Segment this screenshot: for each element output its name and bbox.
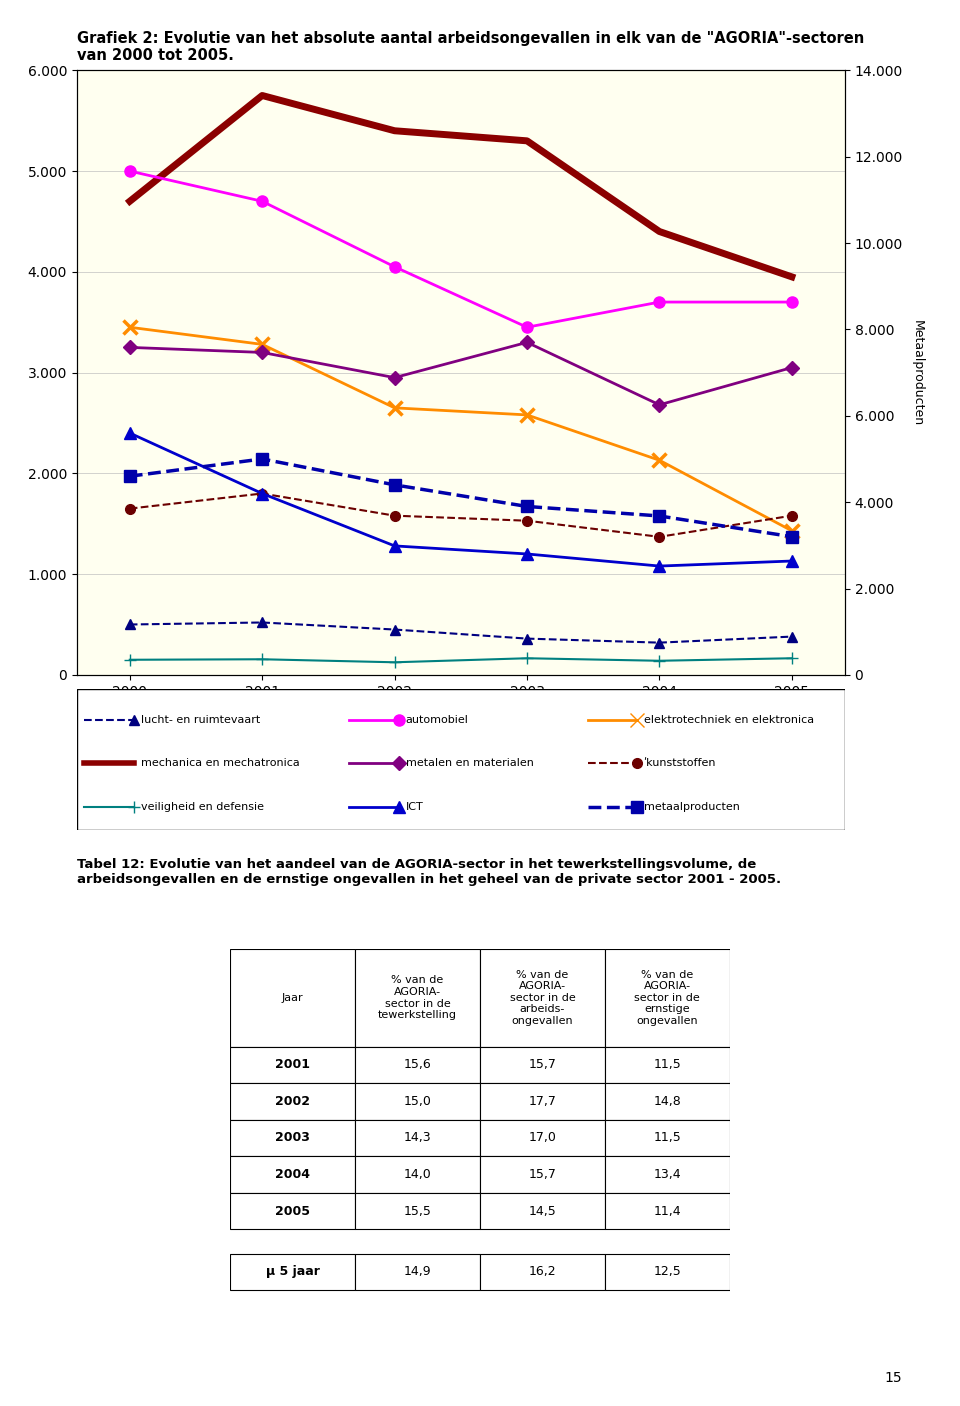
- Text: 2004: 2004: [276, 1168, 310, 1181]
- Bar: [480, 1192, 605, 1229]
- Bar: [605, 949, 730, 1046]
- Bar: [230, 1046, 355, 1083]
- Text: 15,7: 15,7: [528, 1168, 557, 1181]
- Text: 15,6: 15,6: [404, 1059, 431, 1071]
- Text: 13,4: 13,4: [654, 1168, 681, 1181]
- Text: 2001: 2001: [276, 1059, 310, 1071]
- Text: 2003: 2003: [276, 1132, 310, 1144]
- Bar: [605, 1046, 730, 1083]
- Bar: [230, 949, 355, 1046]
- Text: 16,2: 16,2: [529, 1265, 556, 1278]
- Bar: [230, 1156, 355, 1192]
- Text: 15,5: 15,5: [403, 1205, 432, 1218]
- Text: 11,5: 11,5: [654, 1059, 681, 1071]
- Text: metalen en materialen: metalen en materialen: [405, 758, 534, 769]
- Text: % van de
AGORIA-
sector in de
tewerkstelling: % van de AGORIA- sector in de tewerkstel…: [378, 976, 457, 1021]
- Text: 2002: 2002: [276, 1095, 310, 1108]
- Text: elektrotechniek en elektronica: elektrotechniek en elektronica: [643, 714, 814, 725]
- Text: Tabel 12: Evolutie van het aandeel van de AGORIA-sector in het tewerkstellingsvo: Tabel 12: Evolutie van het aandeel van d…: [77, 858, 780, 886]
- Bar: [230, 1254, 355, 1291]
- Bar: [355, 1156, 480, 1192]
- Bar: [605, 1083, 730, 1119]
- Text: % van de
AGORIA-
sector in de
ernstige
ongevallen: % van de AGORIA- sector in de ernstige o…: [635, 970, 700, 1026]
- Bar: [355, 949, 480, 1046]
- Y-axis label: Metaalproducten: Metaalproducten: [911, 319, 924, 426]
- Text: 15: 15: [885, 1371, 902, 1385]
- Text: automobiel: automobiel: [405, 714, 468, 725]
- Bar: [230, 1119, 355, 1156]
- Text: ʹkunststoffen: ʹkunststoffen: [643, 758, 716, 769]
- Text: mechanica en mechatronica: mechanica en mechatronica: [140, 758, 300, 769]
- Text: Jaar: Jaar: [282, 993, 303, 1002]
- Text: 17,7: 17,7: [528, 1095, 557, 1108]
- Text: 15,0: 15,0: [403, 1095, 432, 1108]
- Bar: [355, 1119, 480, 1156]
- Text: Grafiek 2: Evolutie van het absolute aantal arbeidsongevallen in elk van de "AGO: Grafiek 2: Evolutie van het absolute aan…: [77, 31, 864, 63]
- Text: veiligheid en defensie: veiligheid en defensie: [140, 801, 264, 813]
- Bar: [480, 1254, 605, 1291]
- Bar: [605, 1192, 730, 1229]
- Text: 17,0: 17,0: [528, 1132, 557, 1144]
- Bar: [230, 1192, 355, 1229]
- Bar: [355, 1046, 480, 1083]
- Bar: [605, 1254, 730, 1291]
- Text: ICT: ICT: [405, 801, 423, 813]
- Bar: [355, 1254, 480, 1291]
- Bar: [480, 949, 605, 1046]
- Text: 12,5: 12,5: [654, 1265, 681, 1278]
- Text: 14,8: 14,8: [654, 1095, 681, 1108]
- Text: 15,7: 15,7: [528, 1059, 557, 1071]
- Text: 11,5: 11,5: [654, 1132, 681, 1144]
- Bar: [230, 1083, 355, 1119]
- Text: 14,0: 14,0: [404, 1168, 431, 1181]
- Text: % van de
AGORIA-
sector in de
arbeids-
ongevallen: % van de AGORIA- sector in de arbeids- o…: [510, 970, 575, 1026]
- Text: μ 5 jaar: μ 5 jaar: [266, 1265, 320, 1278]
- Bar: [480, 1046, 605, 1083]
- Text: 14,9: 14,9: [404, 1265, 431, 1278]
- Text: 2005: 2005: [276, 1205, 310, 1218]
- Bar: [480, 1156, 605, 1192]
- Bar: [480, 1083, 605, 1119]
- Text: metaalproducten: metaalproducten: [643, 801, 739, 813]
- Bar: [605, 1156, 730, 1192]
- Text: 14,5: 14,5: [529, 1205, 556, 1218]
- Bar: [605, 1119, 730, 1156]
- Bar: [480, 1119, 605, 1156]
- Bar: [355, 1192, 480, 1229]
- Text: 11,4: 11,4: [654, 1205, 681, 1218]
- Text: 14,3: 14,3: [404, 1132, 431, 1144]
- Bar: [355, 1083, 480, 1119]
- Text: lucht- en ruimtevaart: lucht- en ruimtevaart: [140, 714, 260, 725]
